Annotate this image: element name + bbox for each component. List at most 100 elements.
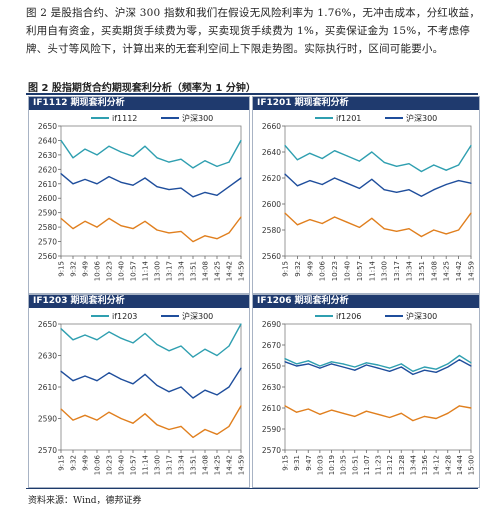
x-tick-label: 13:51 — [190, 455, 198, 475]
x-tick-label: 13:34 — [178, 260, 186, 281]
y-tick-label: 2640 — [38, 136, 57, 145]
data-point — [389, 367, 391, 369]
data-point — [60, 173, 62, 175]
legend-label: 沪深300 — [406, 311, 437, 321]
x-tick-label: 10:06 — [94, 260, 102, 281]
x-tick-label: 10:40 — [118, 455, 126, 475]
data-point — [400, 412, 402, 414]
y-tick-label: 2610 — [38, 180, 57, 189]
x-tick-label: 10:23 — [331, 261, 339, 281]
data-point — [423, 415, 426, 417]
x-tick-label: 13:34 — [178, 454, 186, 475]
x-tick-label: 13:17 — [393, 261, 401, 281]
data-point — [144, 373, 146, 375]
x-tick-label: 14:59 — [238, 261, 246, 281]
legend-label: if1206 — [336, 312, 361, 321]
data-point — [216, 394, 218, 396]
x-tick-label: 14:08 — [202, 455, 210, 475]
line-chart-if1203: 2570 2590 2610 2630 2650 9:15 9:32 9:49 10:06 10:… — [38, 311, 246, 475]
series-line-index — [60, 367, 242, 399]
x-tick-label: 9:31 — [293, 455, 301, 471]
data-point — [108, 217, 110, 220]
data-point — [358, 226, 360, 228]
data-point — [319, 413, 321, 415]
x-tick-label: 13:12 — [386, 455, 394, 475]
x-tick-label: 9:49 — [82, 261, 90, 277]
y-tick-label: 2620 — [38, 165, 57, 174]
data-point — [420, 170, 422, 173]
data-point — [296, 185, 298, 187]
x-tick-label: 14:25 — [214, 455, 222, 475]
x-tick-label: 13:00 — [154, 261, 162, 281]
data-point — [445, 183, 447, 186]
x-tick-label: 13:00 — [154, 455, 162, 475]
y-tick-label: 2630 — [38, 352, 57, 361]
data-point — [108, 175, 110, 178]
data-point — [365, 362, 367, 364]
data-point — [96, 154, 98, 156]
data-point — [334, 150, 336, 152]
data-point — [240, 216, 242, 218]
data-point — [412, 370, 414, 372]
data-point — [309, 180, 311, 182]
data-point — [307, 360, 309, 362]
data-point — [458, 354, 460, 357]
data-point — [400, 366, 402, 368]
data-point — [168, 428, 170, 431]
chart-panel-if1203: IF1203 期现套利分析 2570 2590 2610 2630 2650 9:15 9:… — [28, 294, 250, 488]
x-tick-label: 13:17 — [166, 261, 174, 281]
series-line-lower — [284, 212, 472, 238]
data-point — [240, 367, 242, 369]
data-point — [84, 148, 86, 150]
data-point — [84, 414, 86, 416]
data-point — [400, 363, 402, 365]
x-tick-label: 9:32 — [70, 261, 78, 277]
data-point — [408, 163, 410, 165]
data-point — [470, 144, 472, 147]
x-tick-label: 14:25 — [443, 261, 451, 281]
data-point — [132, 184, 134, 186]
data-point — [284, 144, 286, 147]
data-point — [108, 331, 110, 333]
data-point — [354, 415, 356, 417]
figure-title-rule — [26, 93, 478, 95]
y-tick-label: 2570 — [38, 238, 57, 247]
data-point — [342, 366, 344, 368]
y-tick-label: 2570 — [262, 446, 281, 455]
data-point — [389, 370, 391, 372]
chart-panel-if1112: IF1112 期现套利分析 2560 2570 2580 2590 2600 2610 26… — [28, 96, 250, 294]
panel-title: IF1203 期现套利分析 — [29, 295, 249, 308]
data-point — [204, 348, 206, 350]
data-point — [216, 194, 218, 196]
x-tick-label: 10:57 — [130, 261, 138, 281]
data-point — [228, 345, 230, 347]
x-tick-label: 9:15 — [282, 455, 290, 471]
x-tick-label: 11:14 — [368, 260, 376, 281]
x-tick-label: 9:15 — [58, 455, 66, 471]
x-tick-label: 14:42 — [455, 261, 463, 281]
data-point — [96, 183, 98, 185]
plot-area — [60, 125, 242, 257]
data-point — [228, 161, 230, 163]
x-tick-label: 9:32 — [70, 455, 78, 471]
data-point — [296, 159, 298, 161]
data-point — [180, 230, 182, 233]
data-point — [192, 397, 194, 399]
data-point — [284, 361, 286, 363]
data-point — [346, 182, 348, 184]
x-tick-label: 9:47 — [305, 455, 313, 471]
series-line-lower — [60, 405, 242, 439]
data-point — [144, 177, 146, 179]
chart-panel-if1206: IF1206 期现套利分析 2570 2590 2610 2630 2650 2670 26… — [252, 294, 480, 488]
y-tick-label: 2650 — [38, 320, 57, 329]
data-point — [433, 164, 435, 166]
series-line-index — [284, 359, 472, 376]
x-tick-label: 13:00 — [381, 261, 389, 281]
data-point — [84, 220, 86, 222]
data-point — [192, 196, 194, 198]
x-tick-label: 13:34 — [406, 260, 414, 281]
data-point — [204, 389, 206, 391]
x-tick-label: 14:28 — [444, 455, 452, 475]
data-point — [307, 363, 309, 365]
data-point — [354, 369, 356, 371]
